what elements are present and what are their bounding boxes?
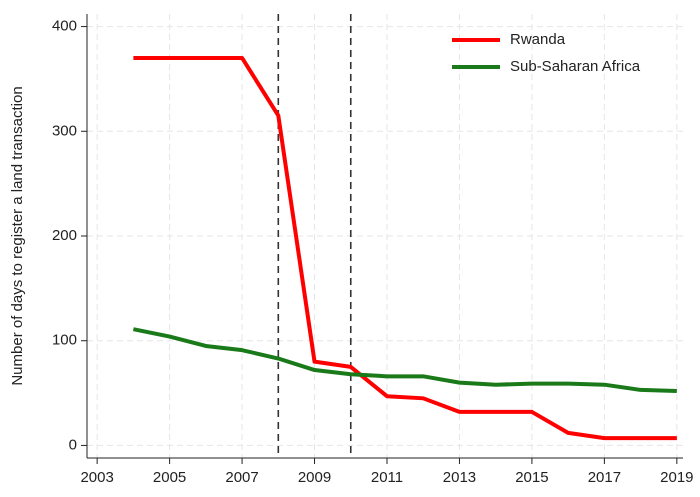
x-tick-label: 2019	[660, 469, 693, 486]
y-tick-label: 300	[52, 122, 77, 139]
series-line	[133, 55, 677, 441]
x-tick-label: 2009	[298, 469, 331, 486]
x-tick-label: 2017	[588, 469, 621, 486]
series-line	[132, 327, 677, 393]
y-tick-label: 100	[52, 332, 77, 349]
y-tick-label: 0	[69, 436, 77, 453]
legend-label: Rwanda	[510, 31, 566, 48]
x-tick-label: 2013	[443, 469, 476, 486]
y-tick-label: 200	[52, 227, 77, 244]
x-tick-label: 2005	[153, 469, 186, 486]
x-tick-label: 2015	[515, 469, 548, 486]
x-tick-label: 2011	[371, 469, 403, 486]
y-tick-label: 400	[52, 18, 77, 35]
legend-label: Sub-Saharan Africa	[510, 58, 641, 75]
x-tick-label: 2003	[80, 469, 113, 486]
y-axis-label: Number of days to register a land transa…	[9, 86, 26, 385]
x-tick-label: 2007	[225, 469, 258, 486]
